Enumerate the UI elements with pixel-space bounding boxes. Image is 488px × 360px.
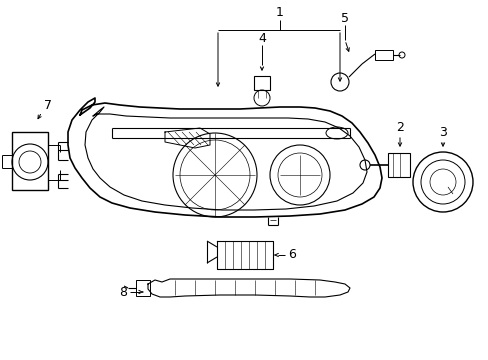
Bar [12, 132, 48, 190]
Bar [387, 153, 409, 177]
Text: 4: 4 [258, 31, 265, 45]
Text: 2: 2 [395, 121, 403, 135]
Bar [136, 280, 150, 296]
Text: 8: 8 [119, 285, 127, 298]
Text: 5: 5 [340, 12, 348, 24]
Bar [374, 50, 392, 60]
Bar [253, 76, 269, 90]
Text: 6: 6 [287, 248, 295, 261]
Text: 7: 7 [44, 99, 52, 112]
Text: 1: 1 [276, 5, 284, 18]
Text: 3: 3 [438, 126, 446, 139]
